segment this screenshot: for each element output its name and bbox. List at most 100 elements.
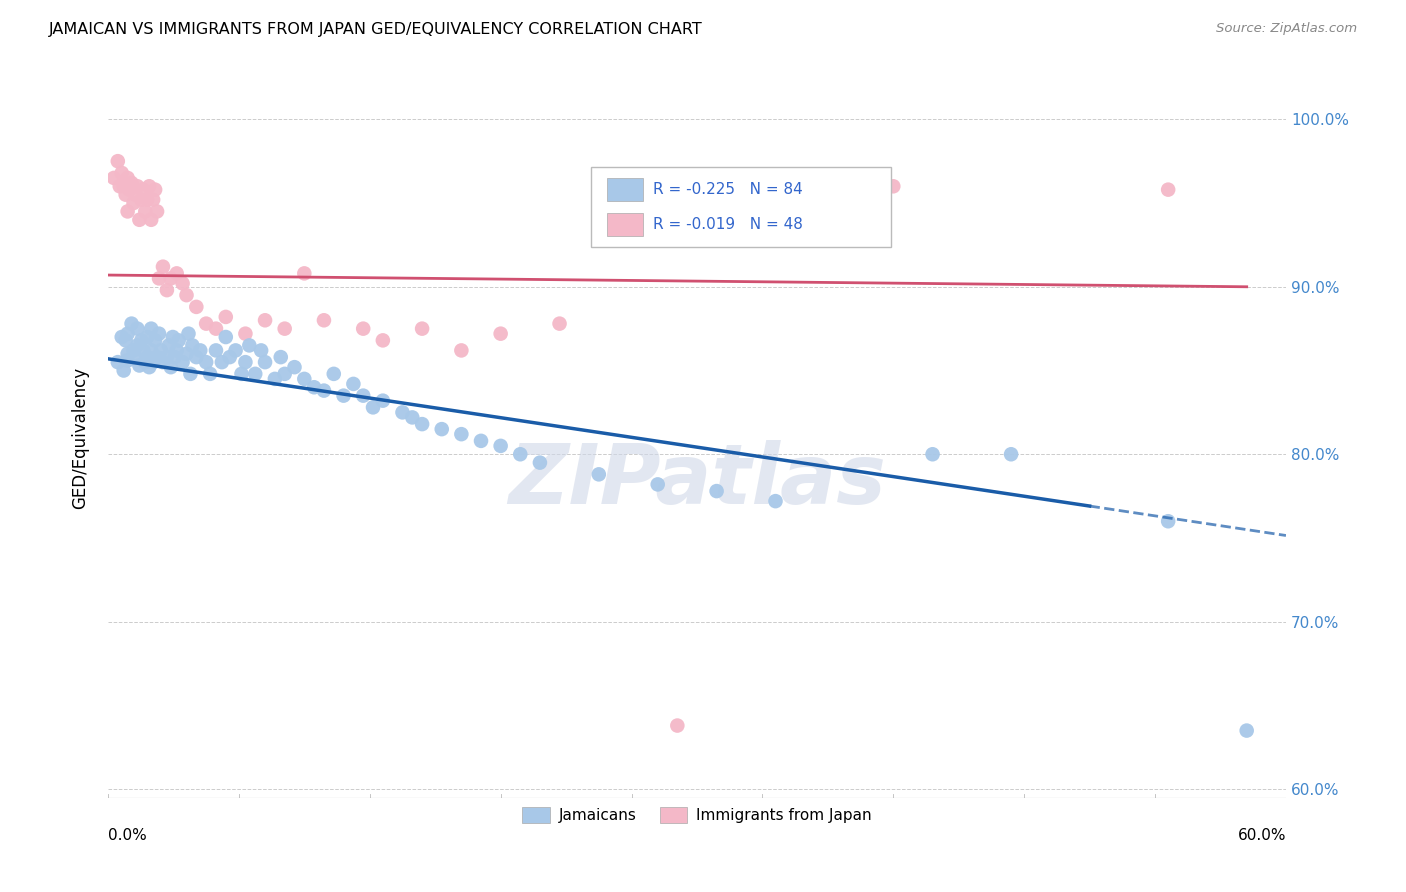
Point [127, 179, 149, 194]
Point [548, 317, 571, 331]
Point [1157, 183, 1180, 197]
Point [401, 410, 423, 425]
Point [312, 313, 335, 327]
Text: ZIPatlas: ZIPatlas [508, 441, 886, 521]
Point [141, 321, 163, 335]
Point [141, 343, 163, 358]
Point [128, 359, 150, 373]
Point [1000, 447, 1022, 461]
Point [142, 193, 165, 207]
Point [250, 343, 273, 358]
Point [128, 212, 150, 227]
Point [150, 343, 173, 358]
Point [195, 355, 218, 369]
Point [450, 427, 472, 442]
Point [156, 283, 179, 297]
Point [138, 179, 160, 194]
Point [117, 347, 139, 361]
Point [235, 326, 257, 341]
Point [166, 266, 188, 280]
Point [117, 353, 139, 368]
Point [245, 367, 267, 381]
Point [118, 183, 141, 197]
Point [450, 343, 472, 358]
Point [273, 367, 295, 381]
Point [141, 212, 163, 227]
Point [167, 334, 190, 348]
Point [273, 321, 295, 335]
Point [134, 355, 156, 369]
Point [921, 447, 943, 461]
Point [342, 376, 364, 391]
Point [146, 204, 169, 219]
Point [131, 334, 153, 348]
Point [882, 179, 904, 194]
Point [238, 338, 260, 352]
Point [107, 355, 129, 369]
Point [235, 355, 257, 369]
Point [430, 422, 453, 436]
Point [132, 343, 155, 358]
Point [166, 343, 188, 358]
Point [352, 389, 374, 403]
Point [411, 417, 433, 431]
Point [270, 350, 292, 364]
Point [131, 193, 153, 207]
Point [122, 196, 145, 211]
Point [647, 477, 669, 491]
Point [103, 170, 125, 185]
Point [159, 360, 181, 375]
Point [489, 326, 512, 341]
Point [588, 467, 610, 482]
Point [112, 179, 135, 194]
Point [117, 170, 139, 185]
Point [134, 204, 156, 219]
Point [1157, 514, 1180, 528]
Point [205, 343, 228, 358]
Point [765, 494, 787, 508]
FancyBboxPatch shape [607, 213, 643, 235]
Point [136, 193, 159, 207]
FancyBboxPatch shape [591, 168, 891, 247]
Text: R = -0.019   N = 48: R = -0.019 N = 48 [654, 217, 803, 232]
Point [108, 179, 131, 194]
Point [188, 343, 211, 358]
Point [179, 367, 201, 381]
Point [198, 367, 221, 381]
Text: 0.0%: 0.0% [108, 828, 146, 843]
Point [122, 343, 145, 358]
Point [292, 372, 315, 386]
Point [176, 288, 198, 302]
Point [121, 176, 143, 190]
Point [136, 330, 159, 344]
Point [391, 405, 413, 419]
Point [124, 350, 146, 364]
Point [146, 350, 169, 364]
Point [181, 338, 204, 352]
Point [143, 183, 166, 197]
Point [152, 355, 174, 369]
Point [371, 393, 394, 408]
Point [292, 266, 315, 280]
Point [411, 321, 433, 335]
Y-axis label: GED/Equivalency: GED/Equivalency [72, 367, 89, 508]
Point [1236, 723, 1258, 738]
Point [136, 350, 159, 364]
Point [111, 330, 134, 344]
Text: Source: ZipAtlas.com: Source: ZipAtlas.com [1216, 22, 1357, 36]
Point [112, 363, 135, 377]
Legend: Jamaicans, Immigrants from Japan: Jamaicans, Immigrants from Japan [516, 801, 877, 830]
Point [215, 330, 238, 344]
Point [138, 360, 160, 375]
Point [163, 350, 186, 364]
Point [283, 360, 305, 375]
Point [186, 300, 208, 314]
Point [152, 260, 174, 274]
Point [156, 350, 179, 364]
Point [263, 372, 285, 386]
Point [124, 187, 146, 202]
Point [215, 310, 238, 324]
Point [218, 350, 240, 364]
Point [302, 380, 325, 394]
Point [254, 355, 277, 369]
